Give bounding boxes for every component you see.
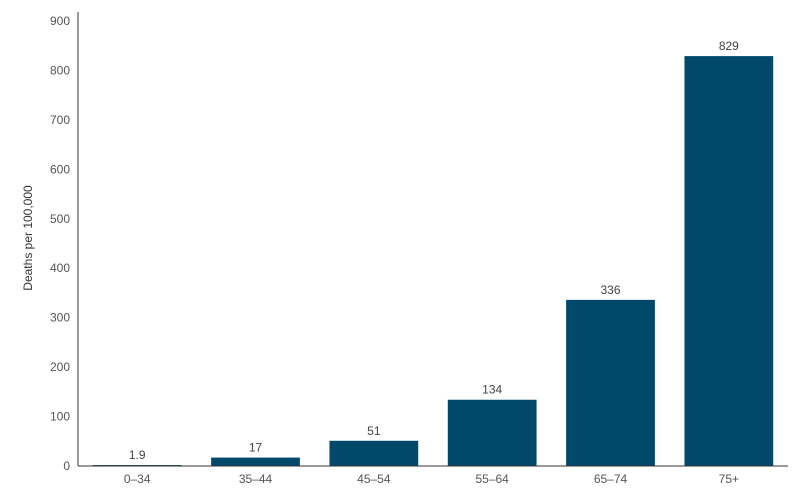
bar: [211, 457, 300, 466]
x-tick-label: 65–74: [594, 472, 628, 486]
x-tick-label: 75+: [719, 472, 739, 486]
y-axis-title: Deaths per 100,000: [21, 185, 35, 291]
y-axis-title-group: Deaths per 100,000: [21, 185, 35, 291]
x-tick-label: 35–44: [239, 472, 273, 486]
y-tick-label: 400: [50, 261, 70, 275]
bar-value-label: 51: [367, 424, 381, 438]
x-axis-ticks: 0–34 35–44 45–54 55–64 65–74 75+: [124, 472, 739, 486]
bars-group: 1.9 17 51 134 336 829: [92, 39, 774, 467]
bar-value-label: 336: [600, 283, 620, 297]
y-tick-label: 700: [50, 113, 70, 127]
bar-value-label: 829: [719, 39, 739, 53]
y-tick-label: 800: [50, 63, 70, 77]
y-tick-label: 900: [50, 14, 70, 28]
y-tick-label: 600: [50, 162, 70, 176]
y-tick-label: 300: [50, 311, 70, 325]
y-tick-label: 500: [50, 212, 70, 226]
y-tick-label: 0: [63, 459, 70, 473]
y-tick-label: 200: [50, 360, 70, 374]
bar-value-label: 134: [482, 383, 502, 397]
bar: [684, 56, 774, 466]
bar: [566, 299, 655, 466]
bar-value-label: 1.9: [129, 448, 146, 462]
x-tick-label: 0–34: [124, 472, 151, 486]
y-tick-label: 100: [50, 410, 70, 424]
x-tick-label: 45–54: [357, 472, 391, 486]
y-axis-ticks: 0 100 200 300 400 500 600 700 800 900: [50, 14, 70, 473]
x-tick-label: 55–64: [475, 472, 509, 486]
bar: [447, 399, 537, 466]
bar-value-label: 17: [249, 441, 263, 455]
bar: [329, 440, 419, 466]
